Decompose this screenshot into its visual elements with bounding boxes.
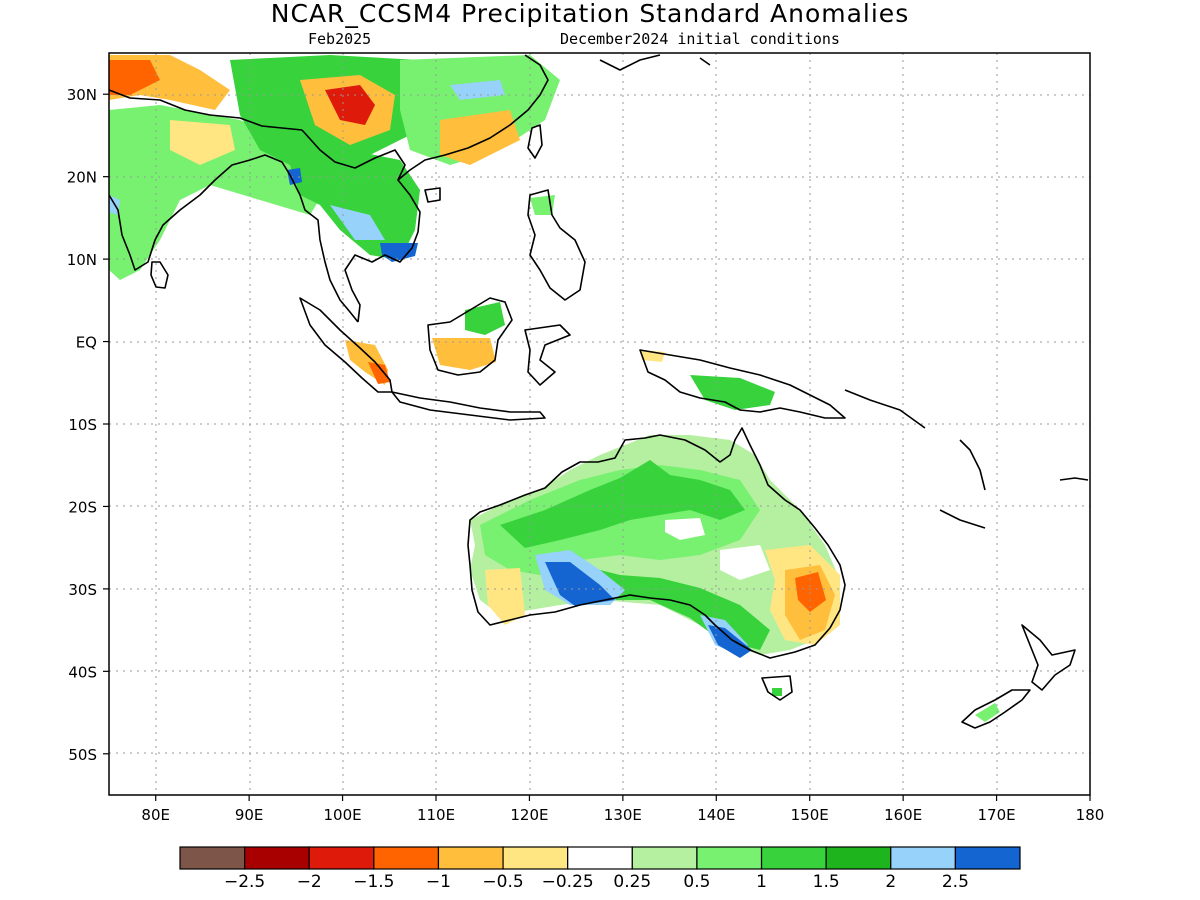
gridlines [109, 53, 1090, 795]
lat-tick-label: 30S [68, 581, 97, 599]
lon-tick-label: 170E [978, 806, 1016, 824]
colorbar-label: 0.5 [683, 872, 710, 892]
shade-sw-yellow [485, 568, 525, 625]
shade-india-yellow [170, 120, 235, 165]
lat-tick-label: 20N [67, 169, 97, 187]
colorbar-swatch [825, 846, 892, 870]
lat-tick-label: 10S [68, 416, 97, 434]
initial-conditions: December2024 initial conditions [560, 30, 840, 48]
shade-tasmania-green [772, 688, 782, 696]
shade-indochina-green [290, 150, 420, 260]
coast-nz-north [1021, 624, 1076, 691]
colorbar-label: −0.25 [542, 872, 594, 892]
lat-tick-label: EQ [76, 334, 97, 352]
colorbar-swatch [308, 846, 375, 870]
coast-pacific-islands [844, 389, 1089, 529]
coast-java [391, 391, 546, 421]
lon-tick-label: 160E [884, 806, 922, 824]
lat-tick-label: 10N [67, 251, 97, 269]
lat-tick-label: 20S [68, 498, 97, 516]
coast-sulawesi [524, 324, 571, 386]
shade-borneo-orange [432, 338, 496, 370]
coast-newguinea [639, 349, 846, 419]
coast-hainan [424, 187, 441, 203]
latitude-axis: 30N 20N 10N EQ 10S 20S 30S 40S 50S [67, 86, 109, 764]
colorbar-swatch [179, 846, 246, 870]
colorbar-swatch [890, 846, 956, 870]
colorbar-label: 1 [756, 872, 767, 892]
coast-taiwan [527, 124, 543, 159]
colorbar-swatch [954, 846, 1021, 870]
colorbar-swatch [502, 846, 569, 870]
longitude-axis: 80E 90E 100E 110E 120E 130E 140E 150E 160E 170E 18… [141, 795, 1104, 824]
colorbar-swatch [567, 846, 633, 870]
lon-tick-label: 110E [417, 806, 455, 824]
shade-north-red [109, 60, 160, 95]
lon-tick-label: 130E [604, 806, 642, 824]
lat-tick-label: 40S [68, 663, 97, 681]
colorbar-swatch [696, 846, 763, 870]
lon-tick-label: 140E [697, 806, 735, 824]
shade-myanmar-darkblue [287, 168, 302, 185]
lat-tick-label: 50S [68, 746, 97, 764]
chart-title: NCAR_CCSM4 Precipitation Standard Anomal… [271, 0, 909, 28]
colorbar-label: 0.25 [613, 872, 651, 892]
colorbar: −2.5 −2 −1.5 −1 −0.5 −0.25 0.25 0.5 1 1.5 2 2.5 [179, 846, 1021, 892]
shade-borneo-green [465, 302, 505, 335]
coast-china-interior [301, 129, 406, 181]
forecast-month: Feb2025 [308, 30, 371, 48]
shade-se-blue [708, 625, 752, 658]
colorbar-label: −0.5 [482, 872, 523, 892]
coast-srilanka [150, 261, 169, 289]
coast-tasmania [761, 675, 793, 701]
coast-australia [467, 427, 846, 659]
coast-indochina [344, 54, 549, 323]
coast-myanmar-thai [289, 174, 359, 323]
shade-philippines-green [530, 195, 555, 215]
colorbar-label: −1 [426, 872, 451, 892]
coast-nz-south [961, 689, 1031, 729]
lon-tick-label: 100E [324, 806, 362, 824]
shade-australia-white [665, 518, 705, 540]
colorbar-label: 2.5 [942, 872, 969, 892]
coast-himalaya-border [109, 89, 303, 131]
lon-tick-label: 90E [235, 806, 264, 824]
colorbar-label: 1.5 [813, 872, 840, 892]
map-panel [108, 52, 1091, 796]
colorbar-label: −2.5 [224, 872, 265, 892]
coast-philippines [527, 189, 586, 301]
colorbar-swatch [437, 846, 504, 870]
colorbar-swatch [760, 846, 827, 870]
colorbar-label: −1.5 [353, 872, 394, 892]
colorbar-swatch [373, 846, 440, 870]
coast-india [109, 154, 291, 271]
shade-sumatra-darkorange [368, 362, 390, 384]
shade-china-blue [450, 80, 505, 100]
shade-bight-blue [545, 562, 615, 606]
shade-australia-darkgreen [500, 460, 745, 548]
shade-australia-white-2 [720, 545, 770, 580]
coast-borneo [427, 297, 513, 376]
colorbar-swatch [244, 846, 310, 870]
anomaly-shading [109, 55, 1000, 722]
shade-nz-green [975, 703, 1000, 722]
colorbar-swatch [631, 846, 698, 870]
colorbar-label: 2 [885, 872, 896, 892]
shade-indochina-blue [330, 205, 385, 240]
colorbar-label: −2 [297, 872, 322, 892]
lon-tick-label: 150E [791, 806, 829, 824]
lon-tick-label: 180 [1076, 806, 1105, 824]
lon-tick-label: 120E [510, 806, 548, 824]
lon-tick-label: 80E [141, 806, 170, 824]
coastlines [109, 54, 1089, 729]
coast-japan-ryukyu [599, 54, 711, 71]
shade-newguinea-green [690, 375, 775, 410]
lat-tick-label: 30N [67, 86, 97, 104]
